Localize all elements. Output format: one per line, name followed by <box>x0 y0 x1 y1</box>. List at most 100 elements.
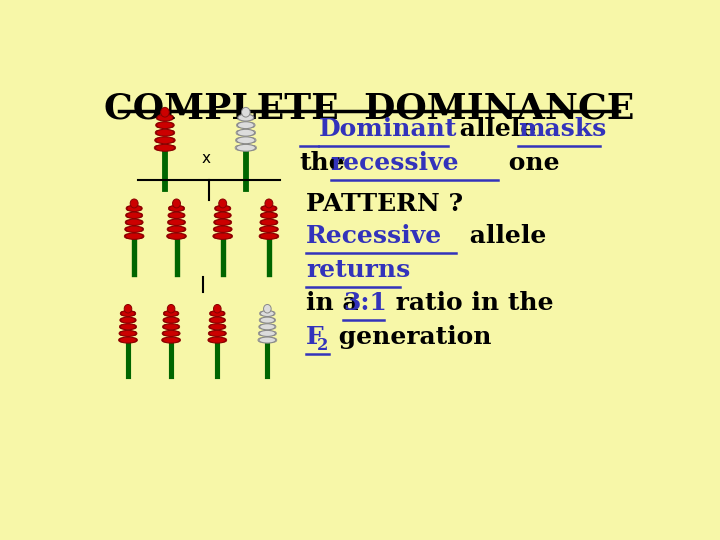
Text: generation: generation <box>330 325 492 348</box>
Ellipse shape <box>215 212 230 219</box>
Text: the: the <box>300 151 346 176</box>
Ellipse shape <box>220 331 226 335</box>
Ellipse shape <box>208 331 214 335</box>
Ellipse shape <box>258 325 264 329</box>
Ellipse shape <box>226 227 232 232</box>
Text: allele: allele <box>462 225 546 248</box>
Ellipse shape <box>138 227 143 232</box>
Ellipse shape <box>168 130 175 135</box>
Ellipse shape <box>272 220 278 225</box>
Text: Dominant: Dominant <box>319 117 457 140</box>
Text: in a: in a <box>306 291 367 315</box>
Ellipse shape <box>168 226 185 232</box>
Ellipse shape <box>270 312 275 315</box>
Ellipse shape <box>260 324 275 330</box>
Ellipse shape <box>164 310 178 316</box>
Ellipse shape <box>125 226 143 232</box>
Text: F: F <box>306 325 323 348</box>
Ellipse shape <box>179 206 184 211</box>
Ellipse shape <box>168 213 174 218</box>
Ellipse shape <box>271 325 276 329</box>
Ellipse shape <box>259 330 276 336</box>
Ellipse shape <box>209 337 226 343</box>
Ellipse shape <box>238 114 253 121</box>
Ellipse shape <box>214 220 220 225</box>
Ellipse shape <box>156 115 162 120</box>
Ellipse shape <box>125 220 131 225</box>
Ellipse shape <box>121 310 135 316</box>
Ellipse shape <box>167 227 173 232</box>
Ellipse shape <box>261 205 276 212</box>
Ellipse shape <box>126 219 143 226</box>
Text: recessive: recessive <box>330 151 459 176</box>
Ellipse shape <box>250 138 256 143</box>
Ellipse shape <box>209 325 214 329</box>
Ellipse shape <box>261 206 266 211</box>
Ellipse shape <box>265 199 273 208</box>
Ellipse shape <box>131 331 137 335</box>
Ellipse shape <box>127 212 142 219</box>
Ellipse shape <box>125 233 143 239</box>
Ellipse shape <box>261 212 276 219</box>
Ellipse shape <box>237 115 243 120</box>
Ellipse shape <box>157 114 173 121</box>
Ellipse shape <box>138 213 143 218</box>
Ellipse shape <box>137 206 143 211</box>
Ellipse shape <box>154 145 161 150</box>
Ellipse shape <box>180 234 186 238</box>
Text: x: x <box>202 151 210 166</box>
Ellipse shape <box>180 227 186 232</box>
Ellipse shape <box>120 325 125 329</box>
Ellipse shape <box>273 234 279 238</box>
Ellipse shape <box>258 331 264 335</box>
Ellipse shape <box>261 310 274 316</box>
Ellipse shape <box>264 305 271 313</box>
Ellipse shape <box>249 130 256 135</box>
Ellipse shape <box>259 234 265 238</box>
Ellipse shape <box>130 199 138 208</box>
Ellipse shape <box>125 234 130 238</box>
Ellipse shape <box>221 338 227 342</box>
Ellipse shape <box>156 123 161 127</box>
Ellipse shape <box>168 115 174 120</box>
Ellipse shape <box>261 226 277 232</box>
Ellipse shape <box>161 338 168 342</box>
Ellipse shape <box>120 324 136 330</box>
Ellipse shape <box>225 206 231 211</box>
Ellipse shape <box>163 324 179 330</box>
Ellipse shape <box>138 234 144 238</box>
Ellipse shape <box>131 325 137 329</box>
Ellipse shape <box>163 318 168 322</box>
Ellipse shape <box>236 123 243 127</box>
Text: COMPLETE  DOMINANCE: COMPLETE DOMINANCE <box>104 92 634 126</box>
Ellipse shape <box>236 144 256 151</box>
Ellipse shape <box>127 205 142 212</box>
Ellipse shape <box>249 115 255 120</box>
Ellipse shape <box>237 129 255 136</box>
Ellipse shape <box>271 338 276 342</box>
Ellipse shape <box>174 331 180 335</box>
Text: Recessive: Recessive <box>306 225 442 248</box>
Ellipse shape <box>131 312 136 315</box>
Ellipse shape <box>168 212 184 219</box>
Ellipse shape <box>175 338 181 342</box>
Ellipse shape <box>220 312 225 315</box>
Ellipse shape <box>261 219 277 226</box>
Ellipse shape <box>236 130 242 135</box>
Ellipse shape <box>169 205 184 212</box>
Ellipse shape <box>260 233 278 239</box>
Ellipse shape <box>169 145 176 150</box>
Ellipse shape <box>215 205 230 212</box>
Ellipse shape <box>138 220 143 225</box>
Ellipse shape <box>168 138 175 143</box>
Ellipse shape <box>210 317 225 323</box>
Text: ratio in the: ratio in the <box>387 291 554 315</box>
Text: one: one <box>500 151 559 176</box>
Ellipse shape <box>215 206 220 211</box>
Ellipse shape <box>238 122 254 129</box>
Ellipse shape <box>163 312 168 315</box>
Ellipse shape <box>272 213 277 218</box>
Ellipse shape <box>271 318 276 322</box>
Ellipse shape <box>226 213 231 218</box>
Ellipse shape <box>214 233 232 239</box>
